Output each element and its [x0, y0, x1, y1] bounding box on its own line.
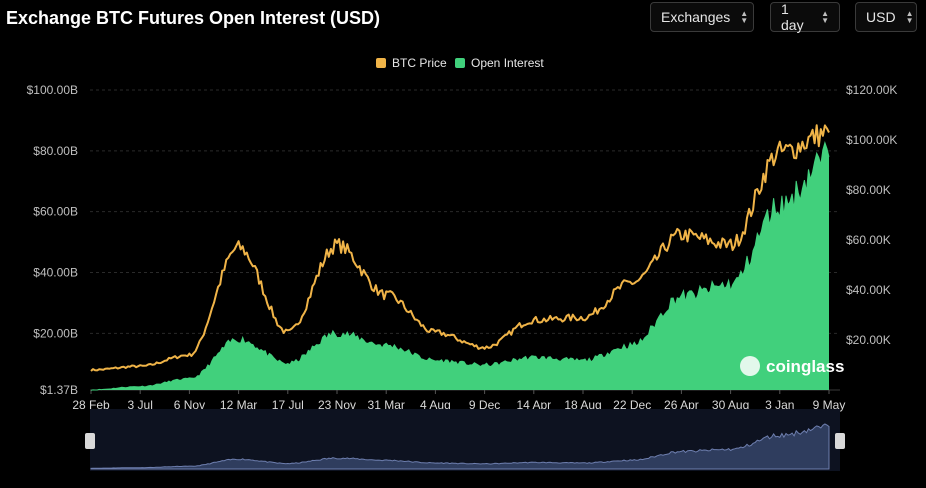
legend-label-open-interest[interactable]: Open Interest: [471, 56, 544, 70]
x-tick-label: 14 Apr: [516, 398, 551, 412]
x-tick-label: 4 Aug: [420, 398, 451, 412]
x-tick-label: 22 Dec: [613, 398, 651, 412]
x-tick-label: 9 May: [813, 398, 846, 412]
y-right-tick-label: $120.00K: [846, 83, 897, 97]
chevron-updown-icon: ▲ ▼: [740, 9, 749, 25]
x-tick-label: 3 Jan: [765, 398, 794, 412]
coinglass-logo-icon: [740, 356, 760, 376]
exchanges-select[interactable]: Exchanges ▲ ▼: [650, 2, 754, 32]
y-axis-right: $20.00K $40.00K $60.00K $80.00K $100.00K $120…: [846, 83, 897, 347]
x-tick-label: 26 Apr: [664, 398, 699, 412]
x-tick-label: 18 Aug: [564, 398, 601, 412]
y-left-tick-label: $100.00B: [27, 83, 78, 97]
x-tick-label: 3 Jul: [128, 398, 153, 412]
y-right-tick-label: $80.00K: [846, 183, 891, 197]
exchanges-select-label: Exchanges: [661, 9, 731, 25]
y-left-tick-label: $40.00B: [33, 266, 78, 280]
interval-select[interactable]: 1 day ▲ ▼: [770, 1, 840, 33]
y-right-tick-label: $60.00K: [846, 233, 891, 247]
y-left-tick-label: $60.00B: [33, 205, 78, 219]
y-right-tick-label: $20.00K: [846, 333, 891, 347]
legend-label-btc-price[interactable]: BTC Price: [392, 56, 447, 70]
x-tick-label: 12 Mar: [220, 398, 257, 412]
open-interest-line: [90, 141, 830, 391]
y-left-tick-label: $1.37B: [40, 383, 78, 397]
currency-select-label: USD: [866, 9, 896, 25]
currency-select[interactable]: USD ▲ ▼: [855, 2, 917, 32]
chevron-updown-icon: ▲ ▼: [905, 9, 914, 25]
navigator[interactable]: [85, 409, 845, 471]
page-title: Exchange BTC Futures Open Interest (USD): [6, 8, 381, 28]
x-tick-label: 23 Nov: [318, 398, 356, 412]
x-tick-label: 9 Dec: [469, 398, 500, 412]
interval-select-label: 1 day: [781, 1, 804, 33]
y-right-tick-label: $40.00K: [846, 283, 891, 297]
legend-swatch-btc-price: [376, 58, 386, 68]
navigator-left-handle[interactable]: [85, 433, 95, 449]
open-interest-area[interactable]: [91, 142, 829, 391]
navigator-area: [90, 423, 830, 470]
coinglass-logo: coinglass: [740, 356, 844, 376]
y-right-tick-label: $100.00K: [846, 133, 897, 147]
y-left-tick-label: $80.00B: [33, 144, 78, 158]
legend: BTC Price Open Interest: [376, 56, 544, 70]
watermark-text: coinglass: [766, 357, 844, 376]
chevron-updown-icon: ▲ ▼: [821, 9, 829, 25]
navigator-right-handle[interactable]: [835, 433, 845, 449]
x-axis: 28 Feb 3 Jul 6 Nov 12 Mar 17 Jul 23 Nov 31 Mar…: [72, 390, 845, 412]
x-tick-label: 6 Nov: [174, 398, 205, 412]
x-tick-label: 30 Aug: [712, 398, 749, 412]
y-left-tick-label: $20.00B: [33, 326, 78, 340]
x-tick-label: 17 Jul: [272, 398, 304, 412]
x-tick-label: 28 Feb: [72, 398, 110, 412]
x-tick-label: 31 Mar: [368, 398, 405, 412]
y-axis-left: $1.37B $20.00B $40.00B $60.00B $80.00B $100.0…: [27, 83, 78, 397]
legend-swatch-open-interest: [455, 58, 465, 68]
btc-price-line[interactable]: [90, 124, 830, 372]
